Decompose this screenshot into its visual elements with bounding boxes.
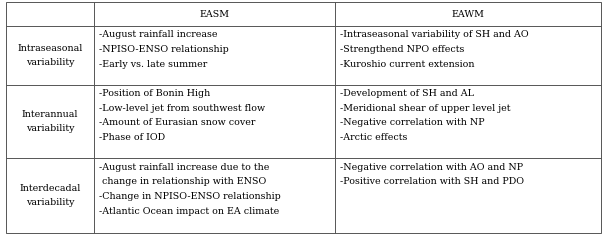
Text: -Negative correlation with AO and NP
-Positive correlation with SH and PDO: -Negative correlation with AO and NP -Po… bbox=[340, 163, 524, 186]
Text: -Position of Bonin High
-Low-level jet from southwest flow
-Amount of Eurasian s: -Position of Bonin High -Low-level jet f… bbox=[99, 89, 265, 142]
Text: -August rainfall increase
-NPISO-ENSO relationship
-Early vs. late summer: -August rainfall increase -NPISO-ENSO re… bbox=[99, 30, 229, 68]
Text: -Development of SH and AL
-Meridional shear of upper level jet
-Negative correla: -Development of SH and AL -Meridional sh… bbox=[340, 89, 510, 142]
Text: Interdecadal
variability: Interdecadal variability bbox=[19, 184, 81, 207]
Text: -August rainfall increase due to the
 change in relationship with ENSO
-Change i: -August rainfall increase due to the cha… bbox=[99, 163, 280, 215]
Text: EAWM: EAWM bbox=[452, 10, 484, 19]
Text: Interannual
variability: Interannual variability bbox=[22, 110, 78, 133]
Text: -Intraseasonal variability of SH and AO
-Strengthend NPO effects
-Kuroshio curre: -Intraseasonal variability of SH and AO … bbox=[340, 30, 529, 68]
Text: EASM: EASM bbox=[200, 10, 229, 19]
Text: Intraseasonal
variability: Intraseasonal variability bbox=[18, 44, 83, 67]
